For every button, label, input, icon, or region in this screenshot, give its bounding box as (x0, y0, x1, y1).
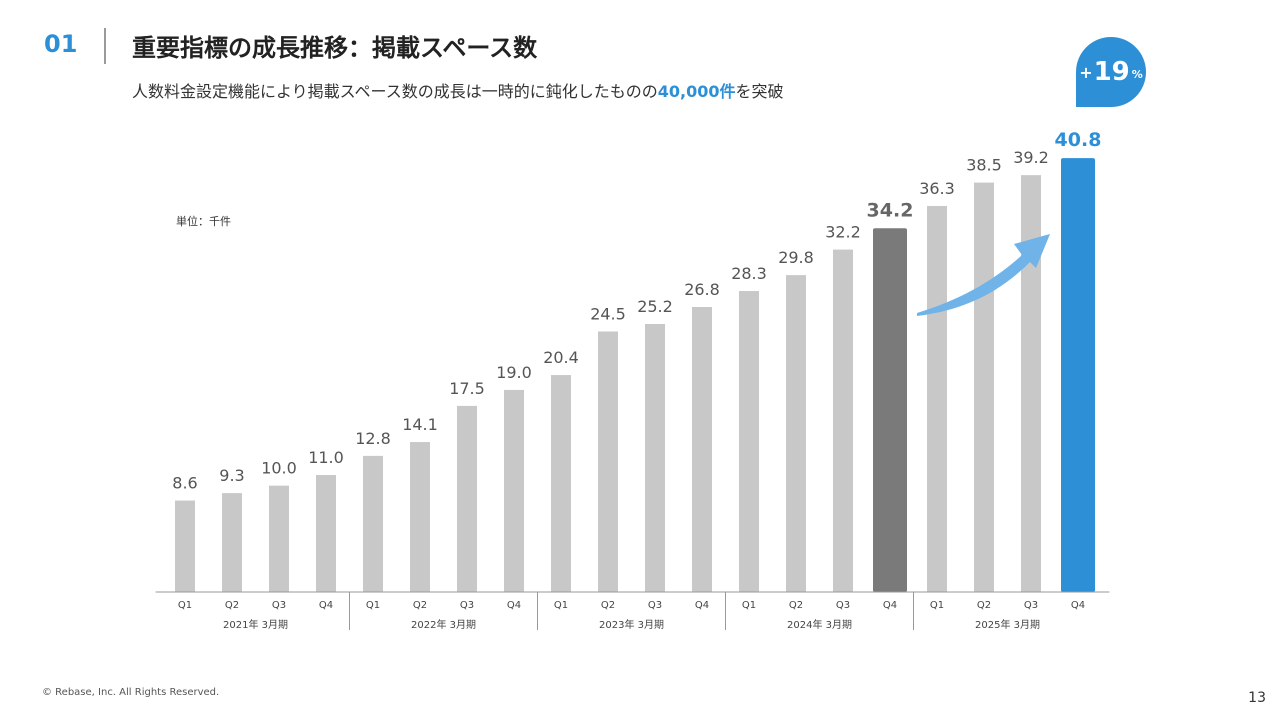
page-subtitle: 人数料金設定機能により掲載スペース数の成長は一時的に鈍化したものの40,000件… (132, 78, 784, 102)
bar-value-label: 17.5 (449, 379, 485, 398)
bar (833, 249, 853, 592)
x-tick-label: Q3 (836, 600, 850, 611)
bar-value-label: 10.0 (261, 459, 297, 478)
bar (363, 455, 383, 592)
x-tick-label: Q1 (742, 600, 756, 611)
growth-badge (1076, 37, 1146, 107)
bar-value-label: 29.8 (778, 248, 814, 267)
x-tick-label: Q4 (1071, 600, 1085, 611)
bar-value-label: 38.5 (966, 156, 1002, 175)
bar-value-label: 36.3 (919, 179, 955, 198)
bar (551, 375, 571, 592)
bar (175, 500, 195, 592)
bar-value-label: 14.1 (402, 415, 438, 434)
x-tick-label: Q2 (789, 600, 803, 611)
copyright: © Rebase, Inc. All Rights Reserved. (42, 687, 220, 698)
bar-value-label: 19.0 (496, 363, 532, 382)
bar (1021, 175, 1041, 592)
x-group-label: 2021年 3月期 (223, 618, 288, 631)
x-tick-label: Q2 (413, 600, 427, 611)
bar-value-label: 20.4 (543, 348, 579, 367)
bar (1061, 158, 1095, 592)
growth-badge-unit: % (1131, 67, 1143, 81)
unit-label: 単位：千件 (176, 215, 231, 228)
x-tick-label: Q4 (883, 600, 897, 611)
bar (739, 291, 759, 592)
x-tick-label: Q1 (930, 600, 944, 611)
x-tick-label: Q3 (460, 600, 474, 611)
page-number: 13 (1248, 690, 1266, 706)
bar (873, 228, 907, 592)
bar-value-label: 11.0 (308, 448, 344, 467)
x-tick-label: Q4 (507, 600, 521, 611)
bar (269, 485, 289, 592)
x-tick-label: Q2 (601, 600, 615, 611)
bar-value-label: 32.2 (825, 223, 861, 242)
bar-value-label: 40.8 (1055, 129, 1102, 151)
x-tick-label: Q4 (695, 600, 709, 611)
growth-badge-value: 19 (1093, 57, 1130, 87)
growth-badge-sign: + (1079, 62, 1093, 82)
x-tick-label: Q1 (178, 600, 192, 611)
bar (222, 493, 242, 592)
page-title: 重要指標の成長推移：掲載スペース数 (132, 34, 538, 62)
x-tick-label: Q2 (977, 600, 991, 611)
bar (645, 324, 665, 592)
x-tick-label: Q3 (648, 600, 662, 611)
title-divider (104, 28, 106, 64)
bar-value-label: 39.2 (1013, 148, 1049, 167)
x-group-label: 2024年 3月期 (787, 618, 852, 631)
bar (316, 475, 336, 592)
x-tick-label: Q1 (554, 600, 568, 611)
bar (692, 307, 712, 592)
bar-value-label: 34.2 (867, 199, 914, 221)
x-tick-label: Q4 (319, 600, 333, 611)
bar-value-label: 26.8 (684, 280, 720, 299)
growth-arrow (917, 234, 1050, 316)
x-tick-label: Q1 (366, 600, 380, 611)
bar-value-label: 28.3 (731, 264, 767, 283)
x-tick-label: Q3 (1024, 600, 1038, 611)
subtitle-suffix: を突破 (735, 82, 784, 101)
x-group-label: 2023年 3月期 (599, 618, 664, 631)
subtitle-highlight: 40,000件 (657, 82, 736, 101)
bar (974, 182, 994, 592)
x-group-label: 2025年 3月期 (975, 618, 1040, 631)
x-tick-label: Q2 (225, 600, 239, 611)
bar (457, 405, 477, 592)
bar-value-label: 24.5 (590, 304, 626, 323)
bar (410, 442, 430, 592)
bar-value-label: 12.8 (355, 429, 391, 448)
growth-badge-text: + 19 % (1076, 37, 1146, 107)
section-number: 01 (44, 30, 78, 58)
x-tick-label: Q3 (272, 600, 286, 611)
x-group-label: 2022年 3月期 (411, 618, 476, 631)
bar (927, 205, 947, 593)
bar (504, 389, 524, 592)
bar-value-label: 8.6 (172, 474, 197, 493)
bar-value-label: 25.2 (637, 297, 673, 316)
subtitle-prefix: 人数料金設定機能により掲載スペース数の成長は一時的に鈍化したものの (132, 82, 658, 101)
bar (786, 275, 806, 592)
bar-value-label: 9.3 (219, 466, 244, 485)
bar (598, 331, 618, 592)
